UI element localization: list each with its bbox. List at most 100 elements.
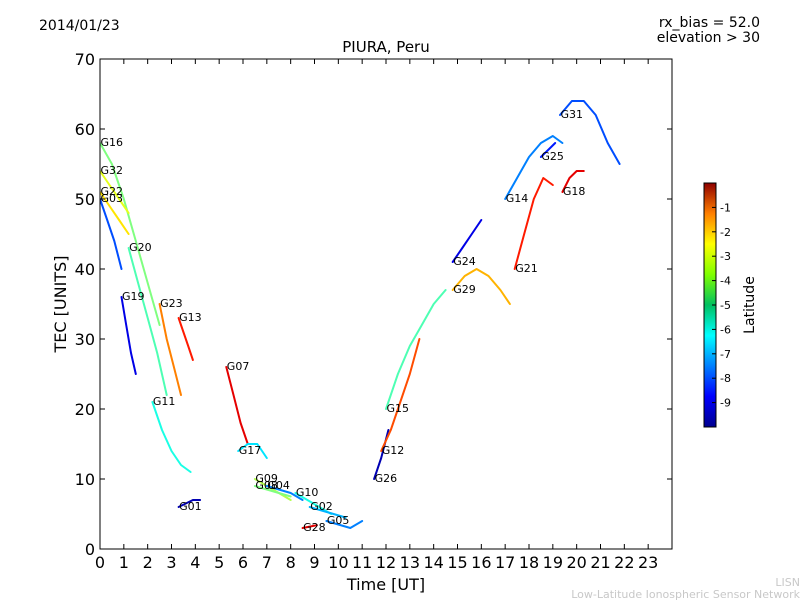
colorbar-tick-label: -6 [720,323,731,336]
series-line-g31 [559,100,621,165]
colorbar-tick-label: -3 [720,250,731,263]
series-line-g04 [265,485,304,501]
series-line-g16 [100,142,161,326]
series-line-g23 [158,303,182,396]
y-tick-label: 60 [75,120,95,139]
series-line-g03 [100,198,123,270]
x-tick-label: 18 [519,553,539,572]
series-label-g03: G03 [101,192,124,205]
x-tick-label: 4 [190,553,200,572]
series-line-g24 [451,219,483,263]
colorbar-ticks: -1 -2 -3 -4 -5 -6 -7 -8 -9 [712,201,731,410]
series-label-g20: G20 [129,241,152,254]
series-label-g18: G18 [563,185,586,198]
y-axis: 0 10 20 30 40 50 60 70 [75,50,672,559]
series-line-g09 [253,478,292,501]
colorbar-tick-label: -2 [720,226,731,239]
x-tick-label: 11 [352,553,372,572]
series-label-g10: G10 [296,486,319,499]
x-tick-label: 23 [638,553,658,572]
series-line-g05 [325,520,364,529]
x-tick-label: 0 [95,553,105,572]
watermark-subtitle: Low-Latitude Ionospheric Sensor Network [571,588,800,600]
series-label-g02: G02 [310,500,333,513]
x-tick-label: 2 [143,553,153,572]
colorbar-tick-label: -5 [720,299,731,312]
series-line-g32 [100,170,130,214]
series-label-g24: G24 [453,255,476,268]
date-label: 2014/01/23 [39,18,120,34]
colorbar-tick-label: -9 [720,397,731,410]
series-label-g08: G08 [255,479,278,492]
colorbar-tick-label: -4 [720,275,731,288]
y-tick-label: 30 [75,330,95,349]
x-axis-label: Time [UT] [346,575,425,594]
series-label-g25: G25 [541,150,564,163]
series-line-g28 [301,524,318,529]
series-label-g04: G04 [267,479,290,492]
y-tick-label: 50 [75,190,95,209]
series-label-g31: G31 [561,108,584,121]
colorbar-tick-label: -8 [720,372,731,385]
y-tick-label: 0 [85,540,95,559]
series-label-g05: G05 [327,514,350,527]
rx-bias-label: rx_bias = 52.0 [659,15,760,31]
series-label-g11: G11 [153,395,176,408]
series-line-g11 [151,401,192,473]
colorbar-label: Latitude [742,276,758,334]
y-tick-label: 70 [75,50,95,69]
x-axis: 0 1 2 3 4 5 6 7 8 9 10 11 12 13 14 15 16 17 18 19 20 21 22 23 [95,59,658,572]
x-tick-label: 13 [400,553,420,572]
colorbar-tick-label: -1 [720,201,731,214]
series-line-g15 [385,289,447,410]
series-label-g07: G07 [227,360,250,373]
x-tick-label: 21 [590,553,610,572]
series-line-g20 [127,247,168,396]
series-line-g10 [294,492,333,515]
series-label-g09: G09 [255,472,278,485]
series-line-g07 [225,366,249,445]
y-tick-label: 40 [75,260,95,279]
watermark-title: LISN [775,576,800,589]
series-label-g12: G12 [382,444,405,457]
series-line-g21 [513,177,554,270]
series-line-g12 [380,338,421,452]
x-tick-label: 1 [119,553,129,572]
x-tick-label: 8 [286,553,296,572]
elevation-label: elevation > 30 [657,30,760,46]
series-line-g01 [177,499,202,508]
y-axis-label: TEC [UNITS] [51,256,70,354]
series-label-layer: G16G32G22G03G20G19G23G13G11G07G17G09G08G… [101,108,586,534]
x-tick-label: 10 [328,553,348,572]
x-tick-label: 16 [471,553,491,572]
series-label-g21: G21 [515,262,538,275]
x-tick-label: 12 [376,553,396,572]
series-line-g08 [253,485,292,498]
series-label-g32: G32 [101,164,124,177]
series-line-g29 [451,268,511,305]
series-label-g13: G13 [179,311,202,324]
series-line-g19 [120,296,137,375]
series-line-g02 [308,506,347,519]
x-tick-label: 5 [214,553,224,572]
colorbar-tick-label: -7 [720,348,731,361]
x-tick-label: 9 [309,553,319,572]
x-tick-label: 7 [262,553,272,572]
y-tick-label: 10 [75,470,95,489]
series-line-g17 [237,443,268,459]
x-tick-label: 20 [566,553,586,572]
series-label-g17: G17 [239,444,262,457]
series-line-g25 [539,142,557,158]
x-tick-label: 14 [423,553,443,572]
x-tick-label: 19 [543,553,563,572]
series-line-g14 [504,135,564,200]
x-tick-label: 6 [238,553,248,572]
series-label-g19: G19 [122,290,145,303]
x-tick-label: 3 [166,553,176,572]
x-tick-label: 17 [495,553,515,572]
series-label-g28: G28 [303,521,326,534]
chart-title: PIURA, Peru [342,38,429,56]
series-label-g16: G16 [101,136,124,149]
x-tick-label: 22 [614,553,634,572]
